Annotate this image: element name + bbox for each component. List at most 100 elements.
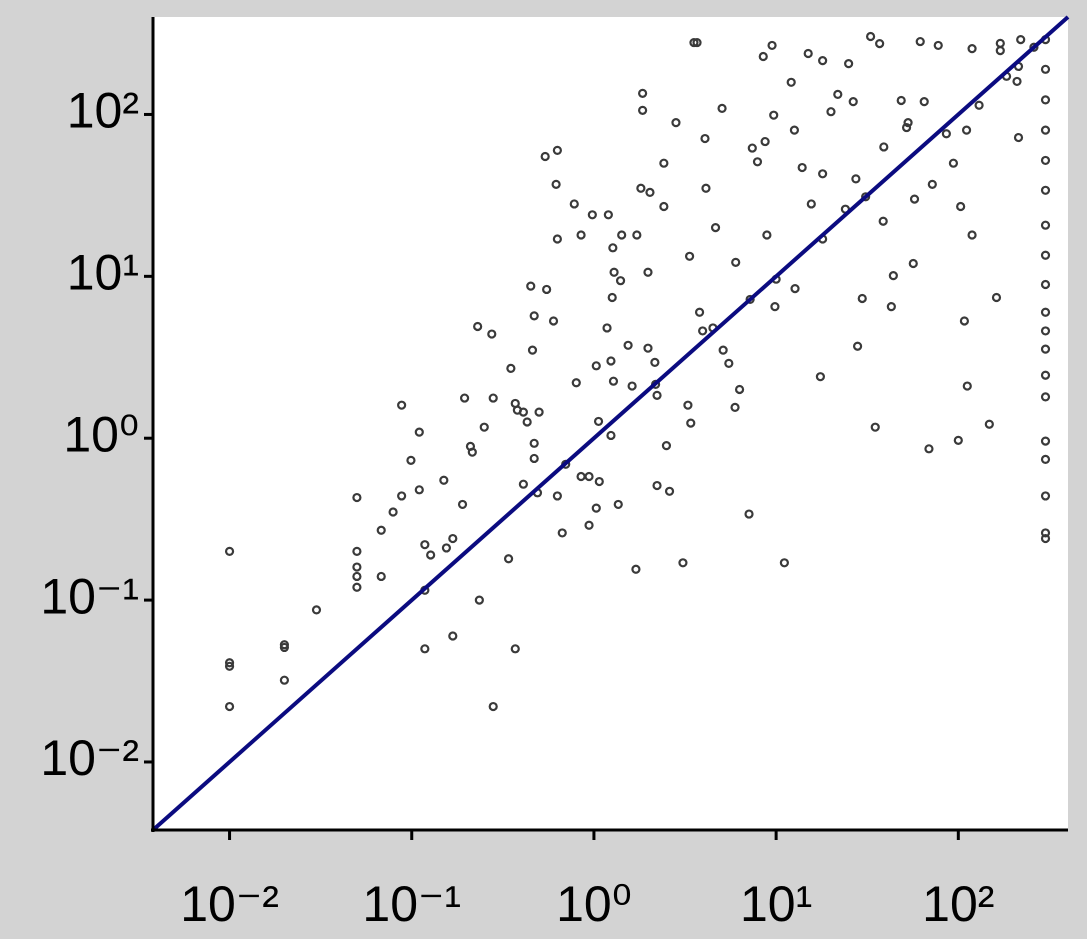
point xyxy=(638,88,648,98)
point xyxy=(518,407,528,417)
point xyxy=(886,302,896,312)
point xyxy=(1040,95,1051,105)
point xyxy=(1040,155,1051,166)
point xyxy=(569,199,579,209)
point xyxy=(627,381,637,391)
point xyxy=(974,100,984,110)
point xyxy=(760,136,770,147)
point xyxy=(542,284,552,295)
point xyxy=(961,125,972,135)
point xyxy=(686,418,696,428)
point xyxy=(803,48,813,59)
y-tick-label: 10² xyxy=(67,83,139,139)
point xyxy=(875,38,885,49)
point xyxy=(608,243,618,253)
y-tick-label: 10⁻¹ xyxy=(40,568,139,624)
point xyxy=(473,321,483,332)
x-tick-label: 10² xyxy=(922,876,994,932)
point xyxy=(631,564,641,574)
point xyxy=(552,145,562,155)
point xyxy=(659,201,669,212)
point xyxy=(488,701,498,712)
point xyxy=(527,345,538,355)
point xyxy=(1040,491,1051,501)
point xyxy=(526,281,536,291)
point xyxy=(311,605,322,615)
point xyxy=(865,31,876,42)
point xyxy=(636,183,646,193)
point xyxy=(503,554,514,564)
point xyxy=(908,258,918,269)
x-tick-label: 10⁻¹ xyxy=(362,876,461,932)
point xyxy=(879,142,889,152)
point xyxy=(661,441,672,451)
point xyxy=(888,271,898,281)
point xyxy=(1040,307,1051,317)
point xyxy=(933,40,943,51)
point xyxy=(903,118,913,128)
point xyxy=(448,533,458,544)
point xyxy=(279,675,290,685)
point xyxy=(457,499,468,510)
point xyxy=(878,216,888,226)
point xyxy=(279,642,290,653)
x-tick-label: 10⁰ xyxy=(556,876,632,932)
diagonal-line xyxy=(151,15,1070,832)
point xyxy=(608,376,619,386)
point xyxy=(851,174,861,184)
point xyxy=(467,447,477,457)
point xyxy=(414,485,424,495)
point xyxy=(352,562,362,572)
point xyxy=(609,267,619,277)
point xyxy=(769,110,779,120)
point xyxy=(1040,326,1051,336)
point xyxy=(789,125,800,135)
point xyxy=(420,540,430,550)
point xyxy=(1040,279,1051,290)
point xyxy=(861,192,871,202)
point xyxy=(1040,436,1051,446)
point xyxy=(479,422,489,432)
point xyxy=(643,267,653,277)
point xyxy=(510,644,520,654)
point xyxy=(758,51,768,62)
point xyxy=(797,162,807,173)
point xyxy=(643,343,653,353)
point xyxy=(1040,125,1051,135)
y-tick-label: 10⁰ xyxy=(63,406,139,462)
point xyxy=(664,486,675,496)
point xyxy=(786,77,796,87)
point xyxy=(1040,185,1051,195)
point xyxy=(734,384,745,395)
point xyxy=(701,183,711,193)
point xyxy=(652,390,662,400)
point xyxy=(557,528,567,538)
point xyxy=(587,210,597,220)
point xyxy=(448,631,458,641)
point xyxy=(652,480,662,491)
y-tick-label: 10⁻² xyxy=(40,730,139,786)
point xyxy=(376,571,386,582)
point xyxy=(224,546,235,556)
point xyxy=(632,230,642,240)
point xyxy=(529,438,539,448)
point xyxy=(984,419,994,429)
point xyxy=(779,558,789,568)
point xyxy=(731,257,741,267)
point xyxy=(548,316,559,326)
point xyxy=(1040,528,1051,538)
point xyxy=(692,37,702,48)
point xyxy=(967,44,977,54)
point xyxy=(927,179,937,189)
point xyxy=(752,157,763,167)
point xyxy=(852,341,863,351)
point xyxy=(995,38,1005,48)
point xyxy=(529,311,539,321)
point xyxy=(576,230,586,240)
point xyxy=(352,492,362,503)
point xyxy=(747,143,757,153)
point xyxy=(615,276,626,286)
point xyxy=(762,230,772,240)
point xyxy=(593,416,604,427)
point xyxy=(901,122,912,133)
